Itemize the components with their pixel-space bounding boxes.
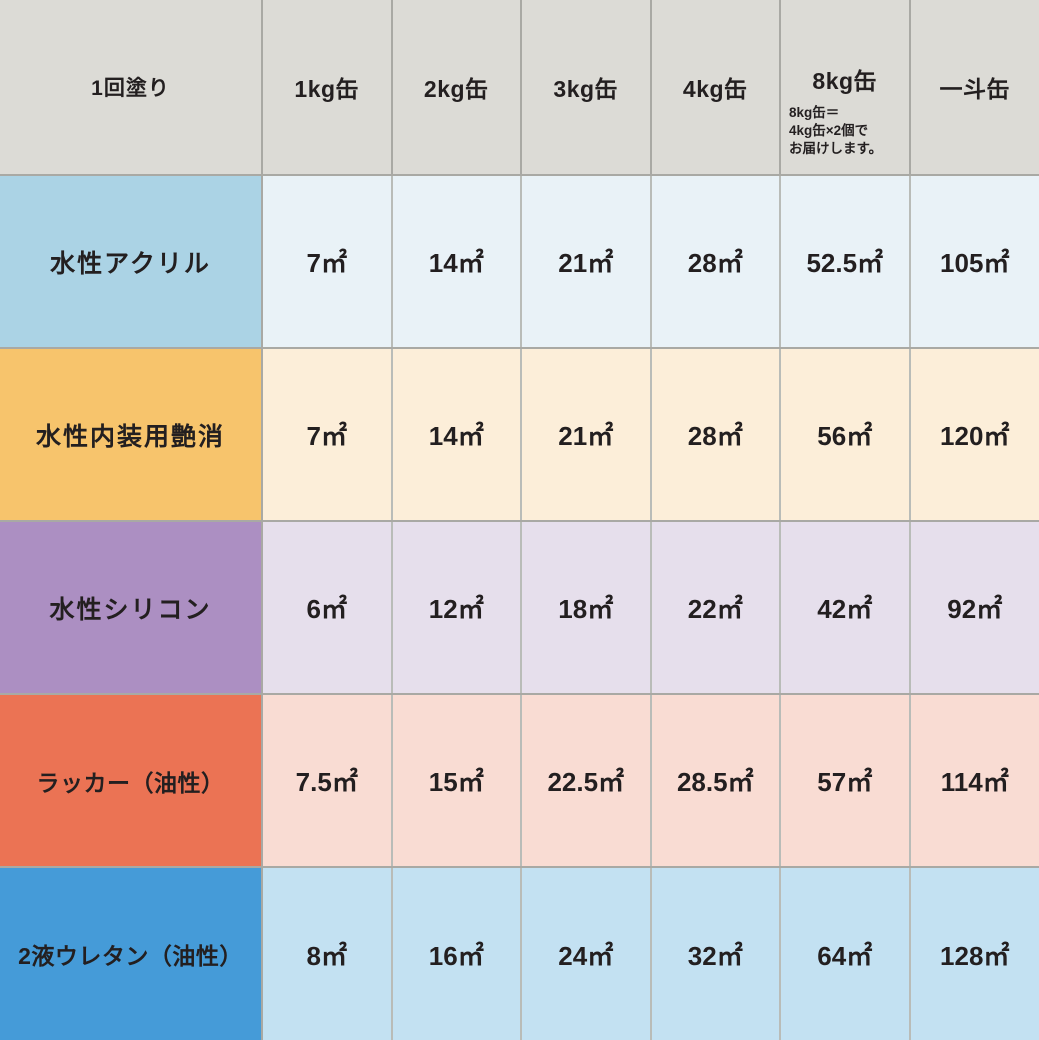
cell-silicone-4kg: 22㎡ (651, 521, 781, 694)
cell-acrylic-4kg: 28㎡ (651, 175, 781, 348)
cell-acrylic-3kg: 21㎡ (521, 175, 651, 348)
header-col-2kg-label: 2kg缶 (424, 70, 489, 104)
row-label-two-part-urethane: 2液ウレタン（油性） (0, 867, 262, 1040)
cell-silicone-itto: 92㎡ (910, 521, 1039, 694)
cell-urethane-1kg: 8㎡ (262, 867, 392, 1040)
cell-lacquer-1kg: 7.5㎡ (262, 694, 392, 867)
cell-silicone-3kg: 18㎡ (521, 521, 651, 694)
cell-lacquer-3kg: 22.5㎡ (521, 694, 651, 867)
cell-lacquer-itto: 114㎡ (910, 694, 1039, 867)
table-row: 水性シリコン 6㎡ 12㎡ 18㎡ 22㎡ 42㎡ 92㎡ (0, 521, 1039, 694)
cell-silicone-1kg: 6㎡ (262, 521, 392, 694)
header-col-itto-label: 一斗缶 (940, 70, 1011, 104)
table-body: 水性アクリル 7㎡ 14㎡ 21㎡ 28㎡ 52.5㎡ 105㎡ 水性内装用艶消… (0, 175, 1039, 1040)
row-label-lacquer: ラッカー（油性） (0, 694, 262, 867)
cell-interior-matte-8kg: 56㎡ (780, 348, 910, 521)
table-row: 水性アクリル 7㎡ 14㎡ 21㎡ 28㎡ 52.5㎡ 105㎡ (0, 175, 1039, 348)
header-col-4kg-label: 4kg缶 (683, 70, 748, 104)
header-col-4kg: 4kg缶 (651, 0, 781, 175)
cell-acrylic-8kg: 52.5㎡ (780, 175, 910, 348)
cell-acrylic-itto: 105㎡ (910, 175, 1039, 348)
header-col-1kg-label: 1kg缶 (294, 70, 359, 104)
table-row: 2液ウレタン（油性） 8㎡ 16㎡ 24㎡ 32㎡ 64㎡ 128㎡ (0, 867, 1039, 1040)
table-header: 1回塗り 1kg缶 2kg缶 3kg缶 4kg缶 (0, 0, 1039, 175)
cell-silicone-8kg: 42㎡ (780, 521, 910, 694)
cell-interior-matte-1kg: 7㎡ (262, 348, 392, 521)
cell-acrylic-2kg: 14㎡ (392, 175, 522, 348)
header-col-8kg-note: 8kg缶＝ 4kg缶×2個で お届けします。 (781, 104, 882, 157)
row-label-silicone: 水性シリコン (0, 521, 262, 694)
header-col-8kg-label: 8kg缶 (812, 62, 877, 96)
row-label-interior-matte: 水性内装用艶消 (0, 348, 262, 521)
cell-lacquer-4kg: 28.5㎡ (651, 694, 781, 867)
cell-urethane-2kg: 16㎡ (392, 867, 522, 1040)
cell-urethane-8kg: 64㎡ (780, 867, 910, 1040)
cell-interior-matte-4kg: 28㎡ (651, 348, 781, 521)
cell-interior-matte-itto: 120㎡ (910, 348, 1039, 521)
cell-lacquer-8kg: 57㎡ (780, 694, 910, 867)
table-row: ラッカー（油性） 7.5㎡ 15㎡ 22.5㎡ 28.5㎡ 57㎡ 114㎡ (0, 694, 1039, 867)
header-col-3kg: 3kg缶 (521, 0, 651, 175)
cell-silicone-2kg: 12㎡ (392, 521, 522, 694)
header-row: 1回塗り 1kg缶 2kg缶 3kg缶 4kg缶 (0, 0, 1039, 175)
cell-lacquer-2kg: 15㎡ (392, 694, 522, 867)
header-col-1kg: 1kg缶 (262, 0, 392, 175)
cell-urethane-4kg: 32㎡ (651, 867, 781, 1040)
row-label-acrylic: 水性アクリル (0, 175, 262, 348)
cell-urethane-itto: 128㎡ (910, 867, 1039, 1040)
header-col-3kg-label: 3kg缶 (553, 70, 618, 104)
header-col-itto: 一斗缶 (910, 0, 1039, 175)
cell-interior-matte-3kg: 21㎡ (521, 348, 651, 521)
cell-acrylic-1kg: 7㎡ (262, 175, 392, 348)
header-col-8kg: 8kg缶 8kg缶＝ 4kg缶×2個で お届けします。 (780, 0, 910, 175)
table-row: 水性内装用艶消 7㎡ 14㎡ 21㎡ 28㎡ 56㎡ 120㎡ (0, 348, 1039, 521)
header-col-2kg: 2kg缶 (392, 0, 522, 175)
cell-urethane-3kg: 24㎡ (521, 867, 651, 1040)
header-label-column: 1回塗り (0, 0, 262, 175)
cell-interior-matte-2kg: 14㎡ (392, 348, 522, 521)
